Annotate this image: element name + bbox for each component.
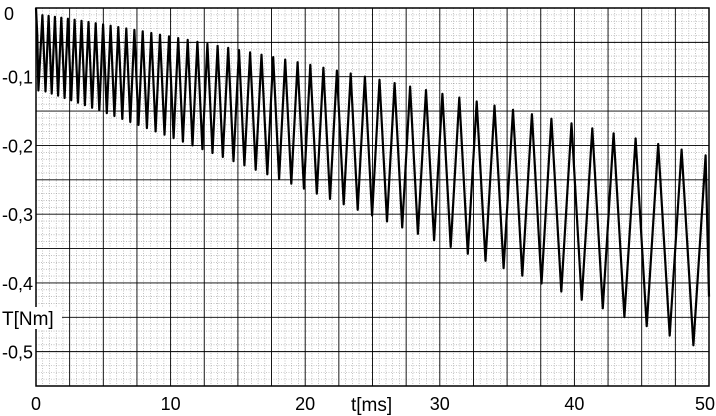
x-tick-label: 20 [295,394,315,414]
major-grid [35,7,710,387]
x-tick-label: 40 [564,394,584,414]
ylabel-background [0,307,62,329]
x-tick-label: 10 [161,394,181,414]
x-tick-label: 30 [430,394,450,414]
plot-frame [35,7,710,387]
y-tick-label: 0 [4,4,14,24]
xlabel-background [350,393,398,415]
y-tick-label: -0,1 [2,68,33,88]
x-tick-label: 0 [31,394,41,414]
torque-series-line [34,7,711,347]
x-axis-label: t[ms] [351,395,392,416]
y-tick-labels: 0 -0,1 -0,2 -0,3 -0,4 -0,5 [2,4,33,363]
y-tick-label: -0,3 [2,205,33,225]
y-tick-label: -0,2 [2,136,33,156]
x-tick-labels: 0 10 20 30 40 50 [31,394,715,414]
x-tick-label: 50 [695,394,715,414]
y-tick-label: -0,5 [2,343,33,363]
y-axis-label: T[Nm] [2,309,54,330]
y-tick-label: -0,4 [2,274,33,294]
